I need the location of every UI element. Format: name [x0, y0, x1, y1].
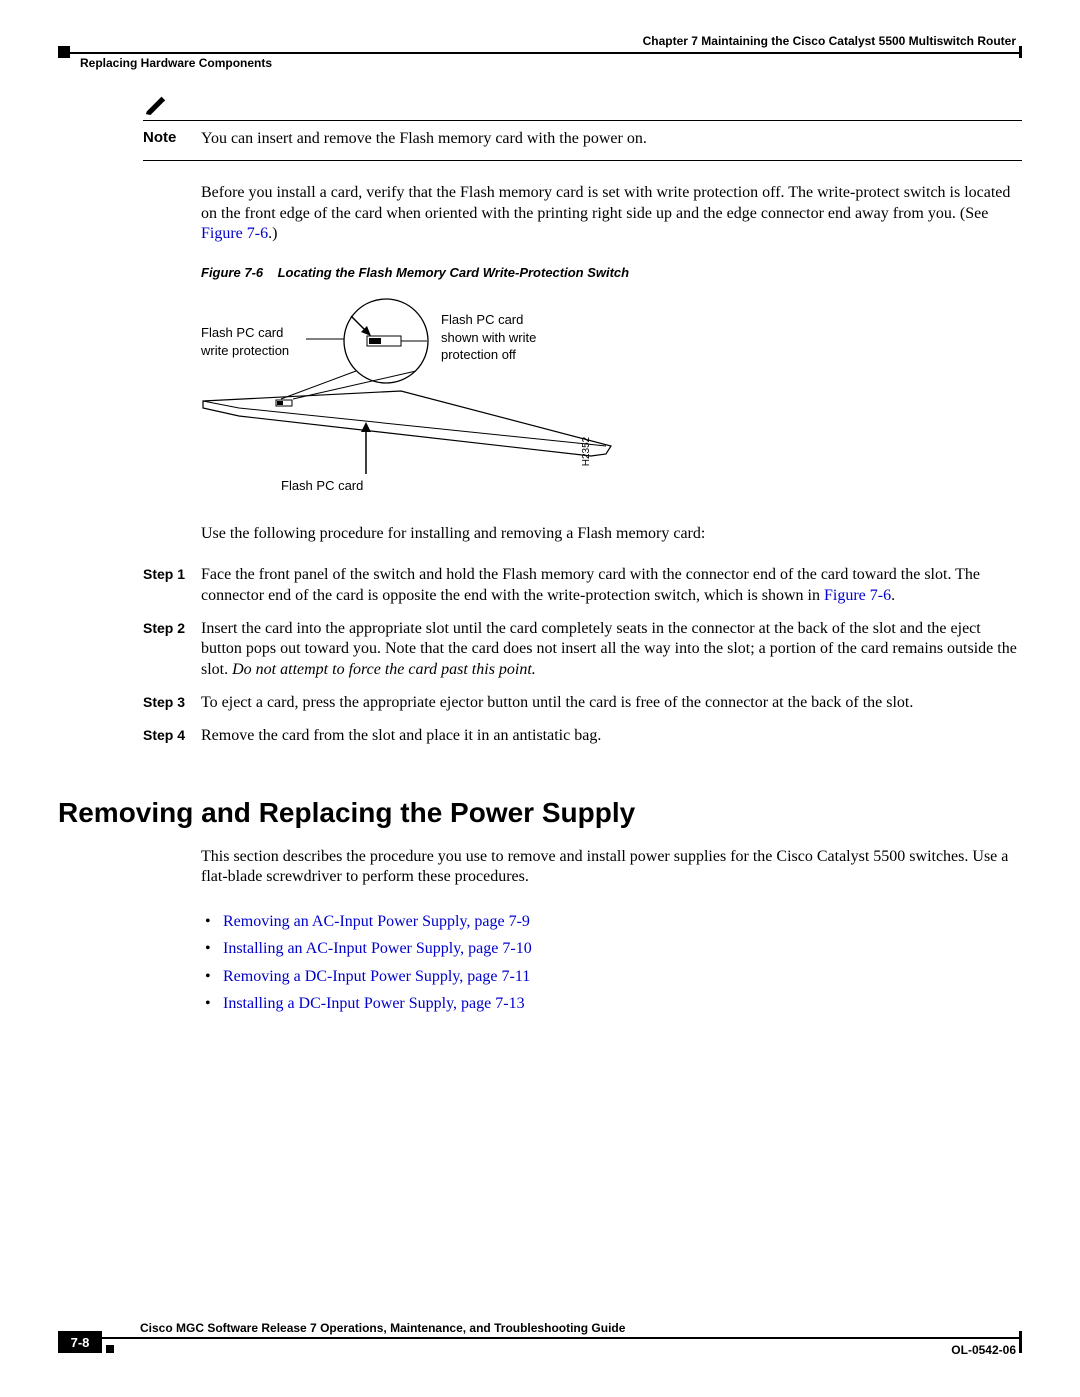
- label-text: Flash PC card: [441, 312, 523, 327]
- figure-label-left: Flash PC card write protection: [201, 324, 289, 359]
- step-text: To eject a card, press the appropriate e…: [201, 693, 1022, 714]
- paragraph-intro: Before you install a card, verify that t…: [201, 183, 1022, 245]
- figure-number: Figure 7-6: [201, 265, 263, 280]
- header-rule: [58, 52, 1022, 54]
- step-label: Step 3: [143, 693, 201, 714]
- page-content: Note You can insert and remove the Flash…: [58, 120, 1022, 1017]
- label-text: write protection: [201, 343, 289, 358]
- step-text: Face the front panel of the switch and h…: [201, 565, 1022, 607]
- step-row: Step 1 Face the front panel of the switc…: [143, 565, 1022, 607]
- footer-title: Cisco MGC Software Release 7 Operations,…: [140, 1321, 625, 1335]
- footer-bar-right: [1019, 1331, 1022, 1353]
- header-chapter: Chapter 7 Maintaining the Cisco Catalyst…: [643, 34, 1016, 48]
- list-item: Removing a DC-Input Power Supply, page 7…: [223, 963, 1022, 990]
- text: .: [891, 587, 895, 604]
- footer-doc-id: OL-0542-06: [951, 1343, 1016, 1357]
- pencil-icon: [145, 93, 167, 115]
- figure-label-right: Flash PC card shown with write protectio…: [441, 311, 536, 364]
- figure-title: Locating the Flash Memory Card Write-Pro…: [278, 265, 630, 280]
- para-text: Before you install a card, verify that t…: [201, 184, 1010, 222]
- xref-link[interactable]: Installing a DC-Input Power Supply, page…: [223, 995, 525, 1012]
- header-bar-right: [1019, 46, 1022, 58]
- xref-link[interactable]: Removing a DC-Input Power Supply, page 7…: [223, 968, 530, 985]
- figure-diagram: Flash PC card write protection Flash PC …: [201, 296, 661, 496]
- list-item: Removing an AC-Input Power Supply, page …: [223, 908, 1022, 935]
- step-text: Insert the card into the appropriate slo…: [201, 619, 1022, 681]
- figure-link[interactable]: Figure 7-6: [824, 587, 891, 604]
- step-row: Step 4 Remove the card from the slot and…: [143, 726, 1022, 747]
- figure-id: H2352: [581, 437, 592, 466]
- step-row: Step 3 To eject a card, press the approp…: [143, 693, 1022, 714]
- footer-square-marker: [106, 1345, 114, 1353]
- page-footer: Cisco MGC Software Release 7 Operations,…: [58, 1321, 1022, 1365]
- footer-rule: [58, 1337, 1022, 1339]
- section-heading: Removing and Replacing the Power Supply: [58, 797, 1022, 829]
- page-number: 7-8: [58, 1331, 102, 1353]
- xref-link[interactable]: Installing an AC-Input Power Supply, pag…: [223, 940, 532, 957]
- header-section: Replacing Hardware Components: [80, 56, 272, 70]
- label-text: shown with write: [441, 330, 536, 345]
- step-label: Step 2: [143, 619, 201, 681]
- step-label: Step 1: [143, 565, 201, 607]
- figure-link[interactable]: Figure 7-6: [201, 225, 268, 242]
- step-row: Step 2 Insert the card into the appropri…: [143, 619, 1022, 681]
- text-italic: Do not attempt to force the card past th…: [232, 661, 536, 678]
- list-item: Installing a DC-Input Power Supply, page…: [223, 990, 1022, 1017]
- note-block: Note You can insert and remove the Flash…: [143, 120, 1022, 161]
- step-text: Remove the card from the slot and place …: [201, 726, 1022, 747]
- label-text: protection off: [441, 347, 516, 362]
- para-text: .): [268, 225, 277, 242]
- list-item: Installing an AC-Input Power Supply, pag…: [223, 935, 1022, 962]
- xref-link[interactable]: Removing an AC-Input Power Supply, page …: [223, 913, 530, 930]
- figure-label-bottom: Flash PC card: [281, 478, 363, 493]
- step-label: Step 4: [143, 726, 201, 747]
- paragraph-procedure: Use the following procedure for installi…: [201, 524, 1022, 545]
- label-text: Flash PC card: [201, 325, 283, 340]
- note-text: You can insert and remove the Flash memo…: [201, 129, 1022, 150]
- page-header: Chapter 7 Maintaining the Cisco Catalyst…: [58, 34, 1022, 64]
- bullet-list: Removing an AC-Input Power Supply, page …: [223, 908, 1022, 1017]
- paragraph-section-intro: This section describes the procedure you…: [201, 847, 1022, 889]
- header-square-marker: [58, 46, 70, 58]
- note-label: Note: [143, 129, 176, 146]
- figure-caption: Figure 7-6 Locating the Flash Memory Car…: [201, 265, 1022, 280]
